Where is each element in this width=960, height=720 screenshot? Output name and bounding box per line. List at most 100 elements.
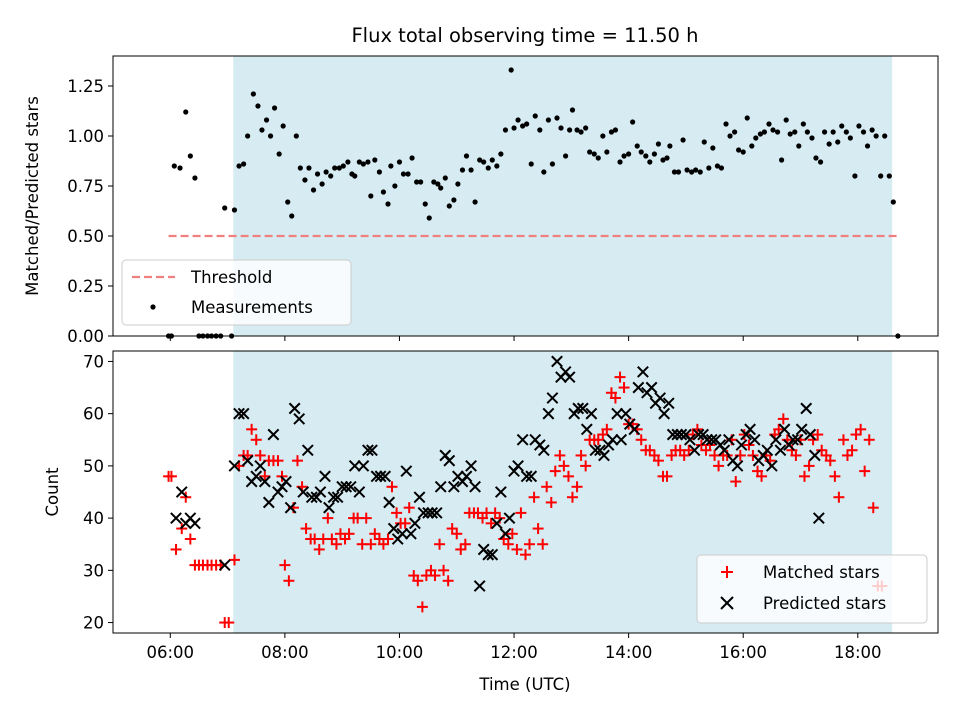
predicted-star-stroke-b <box>619 407 632 420</box>
measurement-point <box>263 117 270 123</box>
measurement-point <box>869 127 875 133</box>
measurement-point <box>241 161 247 167</box>
matched-star-point <box>365 538 377 550</box>
predicted-star-point <box>580 423 593 436</box>
predicted-star-stroke-b <box>267 428 280 441</box>
legend-measurements-label: Measurements <box>191 298 313 317</box>
predicted-star-stroke-b <box>233 407 245 420</box>
measurement-point <box>813 155 819 161</box>
matched-star-point <box>451 528 463 540</box>
matched-star-point <box>170 543 182 555</box>
predicted-star-point <box>430 506 443 519</box>
predicted-star-point <box>434 480 447 493</box>
measurement-point <box>689 169 695 175</box>
measurement-point <box>655 141 662 147</box>
measurement-point <box>835 139 841 145</box>
matched-star-point <box>571 481 583 493</box>
predicted-star-stroke-b <box>262 496 275 509</box>
predicted-star-point <box>632 381 645 394</box>
measurement-point <box>643 153 649 159</box>
matched-star-point <box>242 449 254 461</box>
measurement-point <box>809 135 815 141</box>
measurement-point <box>608 129 615 135</box>
matched-star-point <box>575 449 587 461</box>
predicted-star-stroke-b <box>430 506 443 519</box>
measurement-point <box>328 173 334 179</box>
predicted-star-point <box>486 548 499 561</box>
predicted-star-stroke-b <box>637 365 649 378</box>
matched-star-point <box>272 455 284 467</box>
predicted-star-point <box>280 475 292 488</box>
predicted-star-point <box>319 470 331 483</box>
matched-star-point <box>412 575 424 587</box>
top-y-tick-label: 1.25 <box>67 77 104 96</box>
matched-star-point <box>515 507 527 519</box>
matched-star-point <box>846 444 858 456</box>
predicted-star-point <box>701 433 714 446</box>
measurement-point <box>385 201 391 207</box>
bottom-y-tick-label: 60 <box>83 405 104 424</box>
matched-star-point <box>730 476 742 488</box>
predicted-star-stroke-b <box>357 459 370 472</box>
predicted-star-point <box>800 402 813 415</box>
measurement-point <box>426 215 432 221</box>
matched-star-point <box>867 502 879 514</box>
measurement-point <box>245 133 251 139</box>
legend-predicted-label: Predicted stars <box>763 594 886 613</box>
predicted-star-stroke-b <box>812 512 825 525</box>
matched-star-point <box>524 538 536 550</box>
predicted-star-point <box>340 480 353 493</box>
predicted-star-stroke-b <box>744 423 756 436</box>
bottom-y-tick-label: 40 <box>83 509 104 528</box>
predicted-star-stroke-b <box>288 402 301 415</box>
measurement-point <box>396 159 403 165</box>
predicted-star-point <box>233 407 245 420</box>
measurement-point <box>796 143 802 149</box>
predicted-star-point <box>688 444 701 457</box>
measurement-point <box>710 145 716 151</box>
predicted-star-point <box>551 355 563 368</box>
predicted-star-point <box>494 486 507 498</box>
measurement-point <box>365 159 371 165</box>
predicted-star-point <box>288 402 301 415</box>
measurement-point <box>783 117 789 123</box>
predicted-star-point <box>542 407 555 420</box>
predicted-star-stroke-b <box>396 527 409 540</box>
predicted-star-stroke-b <box>791 433 804 446</box>
predicted-star-stroke-b <box>417 506 430 519</box>
matched-star-point <box>855 423 867 435</box>
predicted-star-stroke-b <box>175 486 188 498</box>
matched-star-point <box>545 496 557 508</box>
x-tick-label: 16:00 <box>719 643 767 662</box>
measurement-point <box>459 167 466 173</box>
predicted-star-point <box>774 444 787 457</box>
chart-title: Flux total observing time = 11.50 h <box>351 24 698 47</box>
predicted-star-stroke-b <box>447 480 460 493</box>
predicted-star-stroke-b <box>237 407 250 420</box>
predicted-star-stroke-b <box>662 397 675 410</box>
predicted-star-point <box>465 459 477 472</box>
predicted-star-point <box>795 423 808 436</box>
matched-star-point <box>382 533 394 545</box>
measurement-point <box>732 129 738 135</box>
predicted-star-point <box>692 428 705 441</box>
predicted-star-stroke-b <box>598 449 610 462</box>
measurement-point <box>774 129 781 135</box>
top-y-ticks: 0.00 0.25 0.50 0.75 1.00 1.25 <box>67 77 113 346</box>
matched-star-point <box>511 543 523 555</box>
legend-matched-label: Matched stars <box>763 563 880 582</box>
measurement-point <box>821 129 828 135</box>
predicted-star-point <box>258 475 271 488</box>
predicted-star-stroke-b <box>804 428 817 441</box>
top-panel: 0.00 0.25 0.50 0.75 1.00 1.25 Threshold Measu… <box>23 55 939 346</box>
measurement-point <box>549 161 556 167</box>
predicted-star-point <box>305 491 318 504</box>
predicted-star-point <box>422 506 435 519</box>
measurement-point <box>451 197 457 203</box>
measurement-points <box>165 67 901 339</box>
bottom-axes-frame <box>112 350 939 634</box>
predicted-star-point <box>267 428 280 441</box>
predicted-star-stroke-b <box>800 402 813 415</box>
x-tick-label: 18:00 <box>834 643 882 662</box>
measurement-point <box>591 151 597 157</box>
